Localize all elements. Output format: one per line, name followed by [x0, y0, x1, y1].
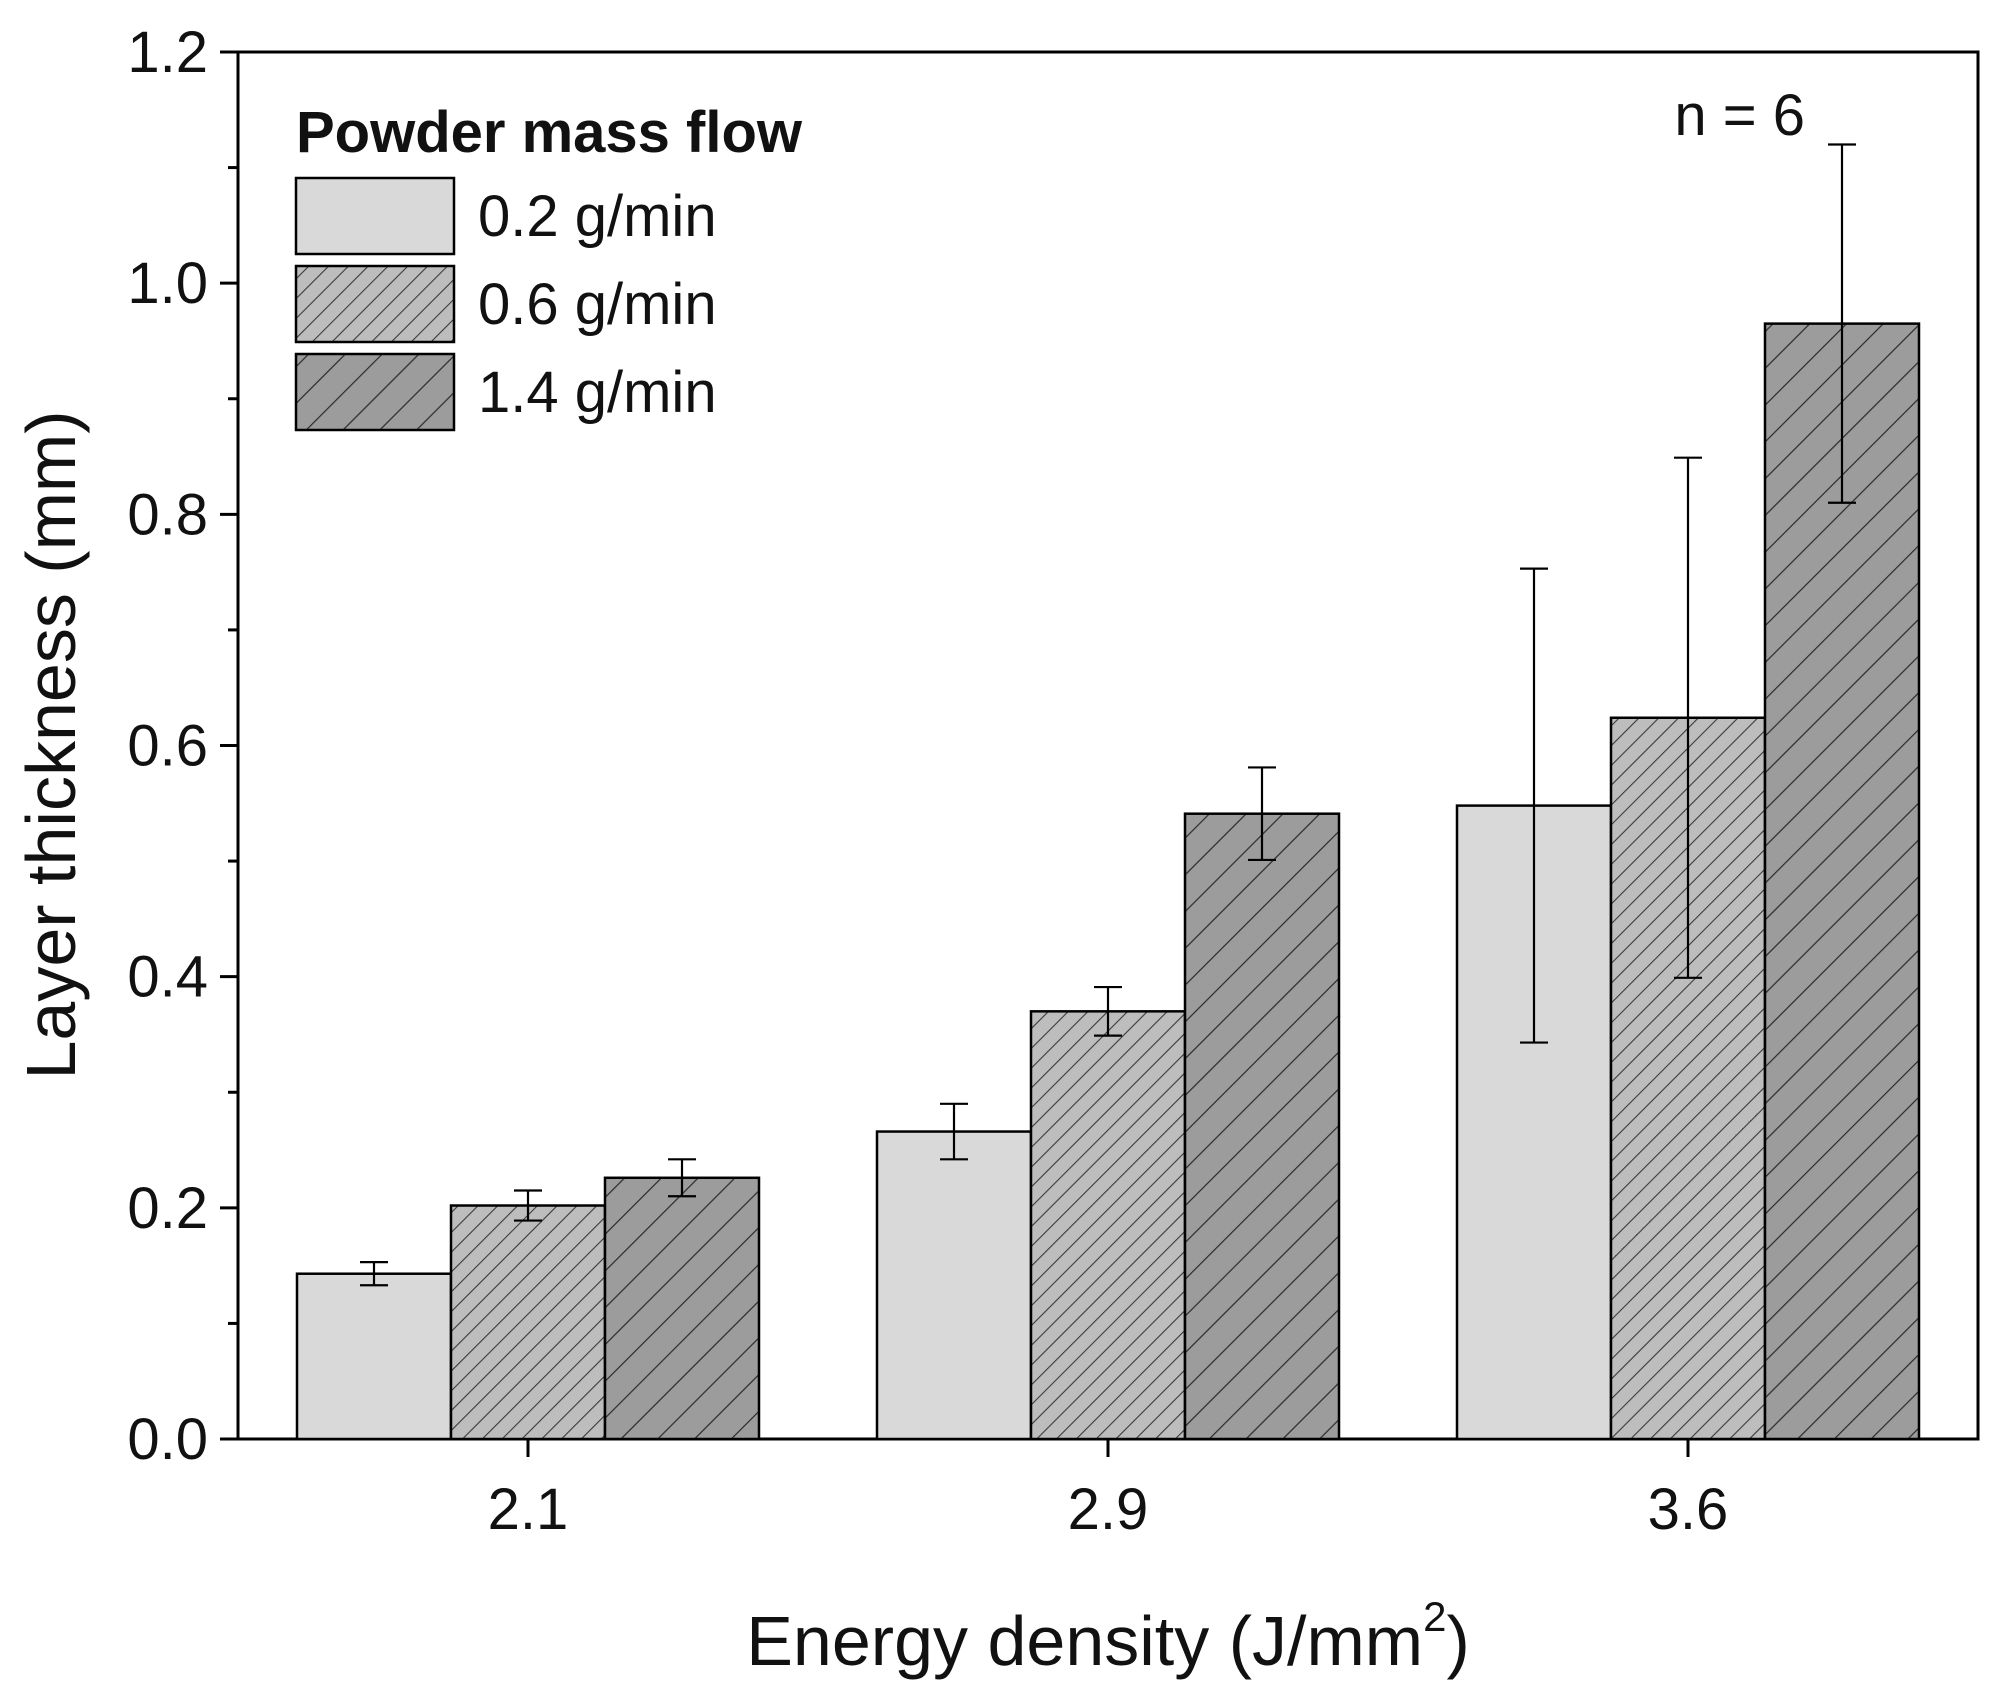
legend-swatch [294, 176, 456, 256]
bar [1029, 1010, 1187, 1441]
error-bar [360, 1261, 388, 1287]
bar [603, 1176, 761, 1441]
x-axis-title-superscript: 2 [1423, 1593, 1446, 1640]
legend-swatch [294, 352, 456, 432]
error-bar [940, 1102, 968, 1161]
y-tick-label: 1.2 [127, 20, 208, 85]
legend: Powder mass flow 0.2 g/min 0.6 g/min 1.4 g… [294, 100, 803, 432]
y-tick-label: 0.0 [127, 1407, 208, 1472]
bar [875, 1130, 1033, 1441]
x-tick-label: 2.9 [1068, 1477, 1149, 1542]
legend-items: 0.2 g/min 0.6 g/min 1.4 g/min [294, 176, 717, 432]
y-axis-title: Layer thickness (mm) [12, 410, 90, 1079]
bar [295, 1272, 453, 1441]
error-bar [1520, 567, 1548, 1044]
bar [449, 1204, 607, 1441]
y-tick-label: 1.0 [127, 251, 208, 316]
error-bar [1248, 766, 1276, 862]
legend-swatch [294, 264, 456, 344]
y-tick-label: 0.4 [127, 945, 208, 1010]
y-tick-label: 0.8 [127, 482, 208, 547]
bars-layer [295, 322, 1921, 1441]
error-bar [668, 1158, 696, 1198]
y-axis: 0.0 0.2 0.4 0.6 0.8 1.0 1.2 [127, 20, 238, 1472]
legend-title: Powder mass flow [296, 100, 803, 165]
sample-size-annotation: n = 6 [1674, 83, 1805, 148]
error-bar [1828, 143, 1856, 504]
error-bars-layer [360, 143, 1856, 1287]
x-axis-title: Energy density (J/mm2) [746, 1593, 1470, 1680]
error-bar [1674, 456, 1702, 979]
legend-label: 0.2 g/min [478, 184, 717, 249]
y-tick-label: 0.2 [127, 1176, 208, 1241]
x-tick-label: 3.6 [1648, 1477, 1729, 1542]
error-bar [1094, 985, 1122, 1037]
x-axis-title-end: ) [1446, 1602, 1469, 1680]
legend-label: 1.4 g/min [478, 360, 717, 425]
error-bar [514, 1189, 542, 1222]
bar [1183, 812, 1341, 1441]
legend-label: 0.6 g/min [478, 272, 717, 337]
x-axis-title-main: Energy density (J/mm [746, 1602, 1423, 1680]
bar [1763, 322, 1921, 1441]
x-tick-label: 2.1 [488, 1477, 569, 1542]
x-axis: 2.1 2.9 3.6 [488, 1439, 1729, 1542]
y-tick-label: 0.6 [127, 714, 208, 779]
